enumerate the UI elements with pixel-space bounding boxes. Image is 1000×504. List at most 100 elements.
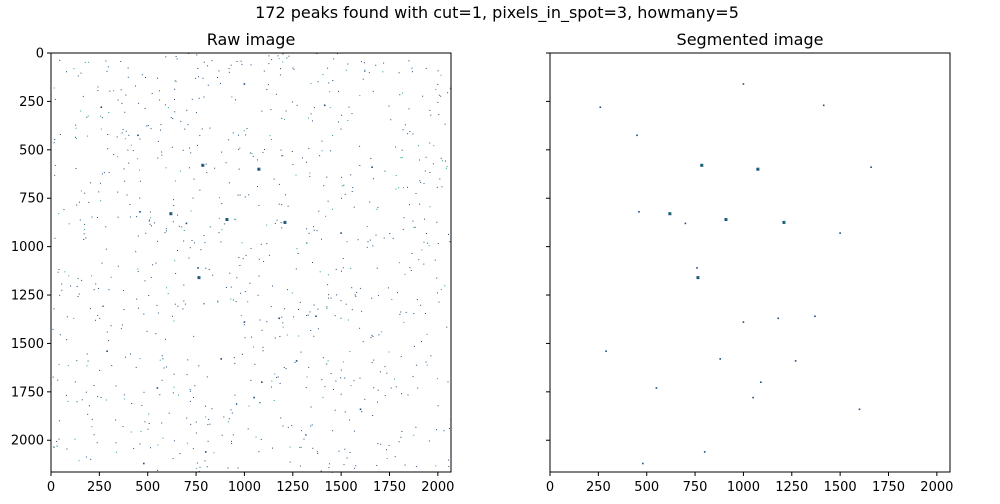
noise-pixel [395,146,396,148]
noise-pixel [244,337,246,339]
noise-pixel [95,283,97,285]
noise-pixel [278,183,280,185]
noise-pixel [420,304,422,306]
noise-pixel [150,276,152,278]
y-tick-label: 1250 [11,289,44,304]
noise-pixel [164,104,166,106]
peak-spot [257,167,261,171]
noise-pixel [313,229,315,231]
noise-pixel [182,149,184,151]
noise-pixel [196,54,198,56]
noise-pixel [425,67,427,69]
noise-pixel [418,145,419,147]
noise-pixel [136,298,138,300]
noise-pixel [274,373,276,375]
noise-pixel [127,67,129,69]
noise-pixel [346,457,348,459]
noise-pixel [415,364,417,366]
noise-pixel [429,109,431,111]
noise-pixel [332,80,334,81]
noise-pixel [173,440,175,442]
x-tick-label: 250 [87,480,112,495]
noise-pixel [141,404,143,406]
noise-pixel [53,87,55,89]
noise-pixel [392,237,394,239]
noise-pixel [340,128,342,130]
noise-pixel [107,134,109,135]
noise-pixel [373,387,375,389]
noise-pixel [268,55,270,57]
noise-pixel [391,299,393,300]
noise-pixel [135,251,137,253]
noise-pixel [306,242,308,244]
y-tick-label: 2000 [11,434,44,449]
noise-pixel [168,412,170,414]
noise-pixel [91,275,93,277]
noise-pixel [225,162,227,164]
noise-pixel [282,155,284,157]
noise-pixel [180,120,182,122]
noise-pixel [117,191,119,193]
x-tick-label: 500 [135,480,160,495]
noise-pixel [61,283,63,285]
raw-image-title: Raw image [207,30,296,49]
noise-pixel [108,289,110,291]
peak-spot [106,350,108,352]
noise-pixel [161,355,163,357]
noise-pixel [57,271,59,273]
noise-pixel [129,216,131,218]
peak-spot [315,315,317,318]
peak-spot [756,167,760,171]
noise-pixel [361,411,363,413]
noise-pixel [147,125,149,127]
noise-pixel [192,197,194,199]
noise-pixel [419,180,421,182]
peak-spot [642,462,644,465]
noise-pixel [197,68,199,69]
noise-pixel [322,396,324,398]
noise-pixel [399,313,401,315]
peak-spot [858,408,861,411]
noise-pixel [273,400,275,401]
noise-pixel [399,94,401,96]
noise-pixel [174,99,175,100]
noise-pixel [437,83,439,85]
peak-spot [696,267,698,269]
noise-pixel [423,263,425,265]
noise-pixel [59,334,61,336]
noise-pixel [383,62,385,64]
noise-pixel [284,118,285,120]
noise-pixel [282,326,284,328]
noise-pixel [351,287,353,289]
noise-pixel [266,243,268,245]
noise-pixel [307,117,309,119]
peak-spot-core [758,168,760,170]
noise-pixel [341,114,343,116]
noise-pixel [350,268,352,270]
noise-pixel [117,265,119,267]
segmented-image-title: Segmented image [677,30,824,49]
noise-pixel [271,59,273,61]
noise-pixel [98,288,100,289]
noise-pixel [227,467,229,469]
noise-pixel [306,376,308,378]
noise-pixel [150,128,152,130]
noise-pixel [272,285,273,287]
x-tick-label: 1000 [228,480,261,495]
noise-pixel [157,469,159,471]
peak-spot [185,222,188,225]
noise-pixel [384,366,386,368]
noise-pixel [80,190,82,192]
noise-pixel [171,146,173,148]
noise-pixel [158,90,160,92]
noise-pixel [157,444,159,446]
noise-pixel [253,346,255,348]
noise-pixel [262,346,264,348]
segmented-image-spots [599,83,872,465]
noise-pixel [299,301,301,303]
noise-pixel [165,338,166,340]
noise-pixel [132,150,134,152]
noise-pixel [295,174,297,176]
noise-pixel [195,468,197,469]
peak-spot [323,104,326,107]
